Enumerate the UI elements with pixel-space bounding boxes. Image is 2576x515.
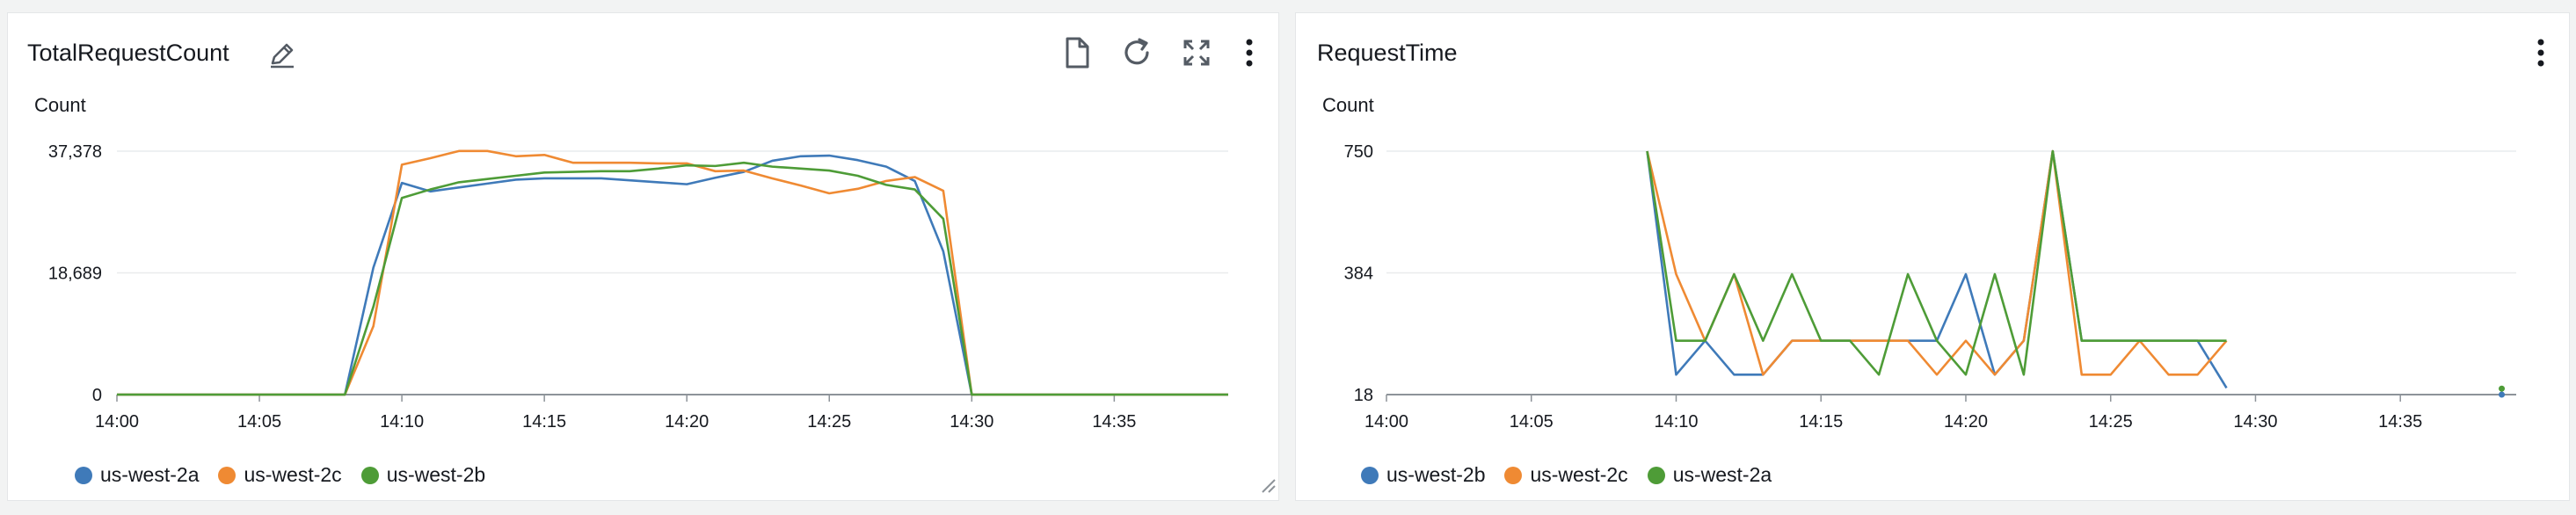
resize-handle-icon[interactable] <box>1257 475 1277 498</box>
legend-item-us-west-2a[interactable]: us-west-2a <box>1647 463 1772 487</box>
series-line-us-west-2a[interactable] <box>117 154 1228 396</box>
y-tick-label: 18,689 <box>48 265 102 284</box>
y-tick-label: 0 <box>92 386 102 405</box>
legend-item-us-west-2a[interactable]: us-west-2a <box>75 463 199 487</box>
widget-title: RequestTime <box>1317 40 1458 66</box>
series-line-us-west-2a[interactable] <box>1646 149 2227 376</box>
expand-icon[interactable] <box>1182 38 1212 72</box>
x-tick-label: 14:30 <box>2233 412 2277 432</box>
legend-item-us-west-2b[interactable]: us-west-2b <box>1361 463 1485 487</box>
x-tick-label: 14:35 <box>2378 412 2422 432</box>
legend-item-us-west-2c[interactable]: us-west-2c <box>1504 463 1628 487</box>
legend-label: us-west-2a <box>100 463 200 486</box>
legend-item-us-west-2b[interactable]: us-west-2b <box>360 463 486 487</box>
legend-swatch <box>1647 466 1665 484</box>
chart-legend: us-west-2b us-west-2c us-west-2a <box>1361 463 1772 487</box>
legend-swatch <box>218 466 236 484</box>
x-tick-label: 14:00 <box>1364 412 1408 432</box>
y-tick-label: 384 <box>1344 265 1373 284</box>
widget-total-request-count: TotalRequestCount <box>7 12 1279 501</box>
legend-item-us-west-2c[interactable]: us-west-2c <box>218 463 342 487</box>
legend-label: us-west-2c <box>1530 463 1628 486</box>
legend-swatch <box>360 466 379 484</box>
widget-title: TotalRequestCount <box>27 40 229 66</box>
more-vertical-icon[interactable] <box>2536 39 2546 71</box>
legend-swatch <box>75 466 92 484</box>
y-tick-label: 18 <box>1354 386 1373 405</box>
document-icon[interactable] <box>1062 36 1092 74</box>
chart-legend: us-west-2a us-west-2c us-west-2b <box>75 463 485 487</box>
legend-label: us-west-2a <box>1672 463 1772 486</box>
x-tick-label: 14:00 <box>95 412 139 432</box>
x-tick-label: 14:10 <box>1654 412 1698 432</box>
request-time-chart: Count 18 384 750 14:00 14:05 14:10 14:15 14:20 14… <box>1322 94 2516 432</box>
y-axis-label: Count <box>34 94 86 116</box>
x-tick-label: 14:25 <box>807 412 851 432</box>
y-tick-label: 37,378 <box>48 142 102 162</box>
data-point-us-west-2a[interactable] <box>2499 385 2506 392</box>
series-line-us-west-2b[interactable] <box>117 161 1228 396</box>
legend-label: us-west-2b <box>1386 463 1486 486</box>
refresh-icon[interactable] <box>1121 36 1154 74</box>
edit-pencil-icon[interactable] <box>267 40 297 74</box>
x-tick-label: 14:10 <box>380 412 424 432</box>
x-tick-label: 14:35 <box>1092 412 1136 432</box>
series-line-us-west-2b[interactable] <box>1646 149 2228 389</box>
x-tick-label: 14:20 <box>1944 412 1988 432</box>
x-tick-label: 14:05 <box>237 412 281 432</box>
x-tick-label: 14:15 <box>1799 412 1843 432</box>
x-tick-label: 14:05 <box>1510 412 1554 432</box>
y-axis-label: Count <box>1322 94 1374 116</box>
widget-request-time: RequestTime Count 18 384 750 14:00 14:05 14:10… <box>1295 12 2570 501</box>
total-request-count-chart: Count 0 18,689 37,378 14:00 14:05 14:10 14:15 14… <box>34 94 1228 432</box>
legend-swatch <box>1361 466 1379 484</box>
legend-swatch <box>1504 466 1523 484</box>
series-line-us-west-2c[interactable] <box>1646 149 2228 376</box>
x-tick-label: 14:30 <box>950 412 993 432</box>
more-vertical-icon[interactable] <box>1244 39 1255 71</box>
data-point-us-west-2b[interactable] <box>2499 391 2506 398</box>
legend-label: us-west-2c <box>244 463 342 486</box>
x-tick-label: 14:15 <box>522 412 566 432</box>
y-tick-label: 750 <box>1344 142 1373 162</box>
x-tick-label: 14:25 <box>2089 412 2133 432</box>
x-tick-label: 14:20 <box>665 412 709 432</box>
legend-label: us-west-2b <box>386 463 486 486</box>
